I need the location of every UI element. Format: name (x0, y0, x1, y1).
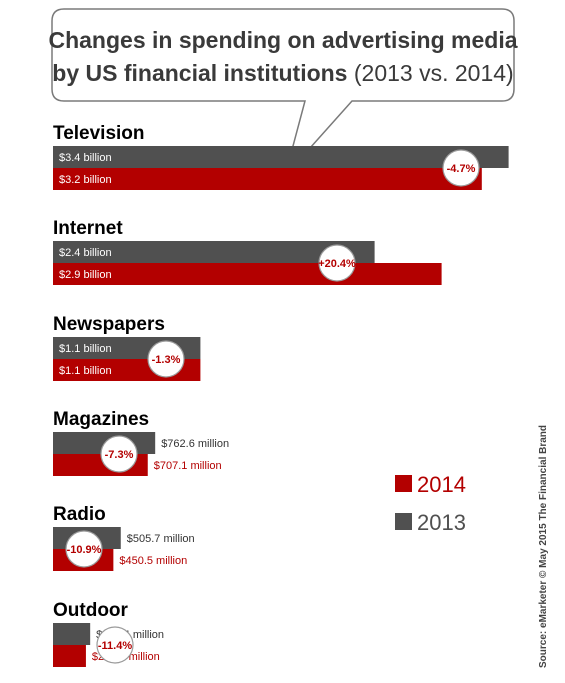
value-label-2014-internet: $2.9 billion (59, 269, 112, 281)
chart-title-line1: Changes in spending on advertising media (48, 27, 517, 53)
category-label-internet: Internet (53, 218, 123, 239)
value-label-2013-radio: $505.7 million (127, 533, 195, 545)
change-label-newspapers: -1.3% (152, 354, 181, 366)
legend: 2014 2013 (395, 472, 466, 535)
change-badge-magazines (100, 435, 138, 473)
chart-title-line2: by US financial institutions (2013 vs. 2… (52, 60, 513, 86)
category-label-outdoor: Outdoor (53, 600, 129, 621)
change-label-television: -4.7% (447, 163, 476, 175)
value-label-2013-newspapers: $1.1 billion (59, 343, 112, 355)
change-badge-internet (318, 244, 356, 282)
change-label-magazines: -7.3% (105, 449, 134, 461)
category-label-magazines: Magazines (53, 409, 149, 430)
change-badge-newspapers (147, 340, 185, 378)
chart-title-line2-bold: by US financial institutions (52, 60, 347, 86)
legend-label-2013: 2013 (417, 510, 466, 535)
legend-swatch-2013 (395, 513, 412, 530)
category-label-newspapers: Newspapers (53, 314, 165, 335)
legend-label-2014: 2014 (417, 472, 466, 497)
bar-2013-television (53, 146, 509, 168)
value-label-2013-television: $3.4 billion (59, 152, 112, 164)
value-label-2013-internet: $2.4 billion (59, 247, 112, 259)
category-label-radio: Radio (53, 504, 106, 525)
bar-2014-television (53, 168, 482, 190)
value-label-2014-radio: $450.5 million (119, 555, 187, 567)
change-badge-radio (65, 530, 103, 568)
chart-title-line2-normal: (2013 vs. 2014) (354, 60, 514, 86)
change-label-outdoor: -11.4% (98, 640, 132, 652)
source-note: Source: eMarketer © May 2015 The Financi… (538, 425, 549, 668)
title-bubble (51, 8, 515, 177)
change-label-internet: +20.4% (318, 258, 356, 270)
bar-2014-outdoor (53, 645, 86, 667)
value-label-2014-television: $3.2 billion (59, 174, 112, 186)
change-badge-television (442, 149, 480, 187)
change-label-radio: -10.9% (67, 544, 102, 556)
bars-group: Television $3.4 billion $3.2 billion -4.7% I… (53, 123, 509, 667)
bar-2013-outdoor (53, 623, 91, 645)
change-badge-outdoor (96, 626, 134, 664)
value-label-2014-newspapers: $1.1 billion (59, 365, 112, 377)
bar-2013-internet (53, 241, 375, 263)
value-label-2014-magazines: $707.1 million (154, 460, 222, 472)
value-label-2013-magazines: $762.6 million (161, 438, 229, 450)
category-label-television: Television (53, 123, 145, 144)
legend-swatch-2014 (395, 475, 412, 492)
